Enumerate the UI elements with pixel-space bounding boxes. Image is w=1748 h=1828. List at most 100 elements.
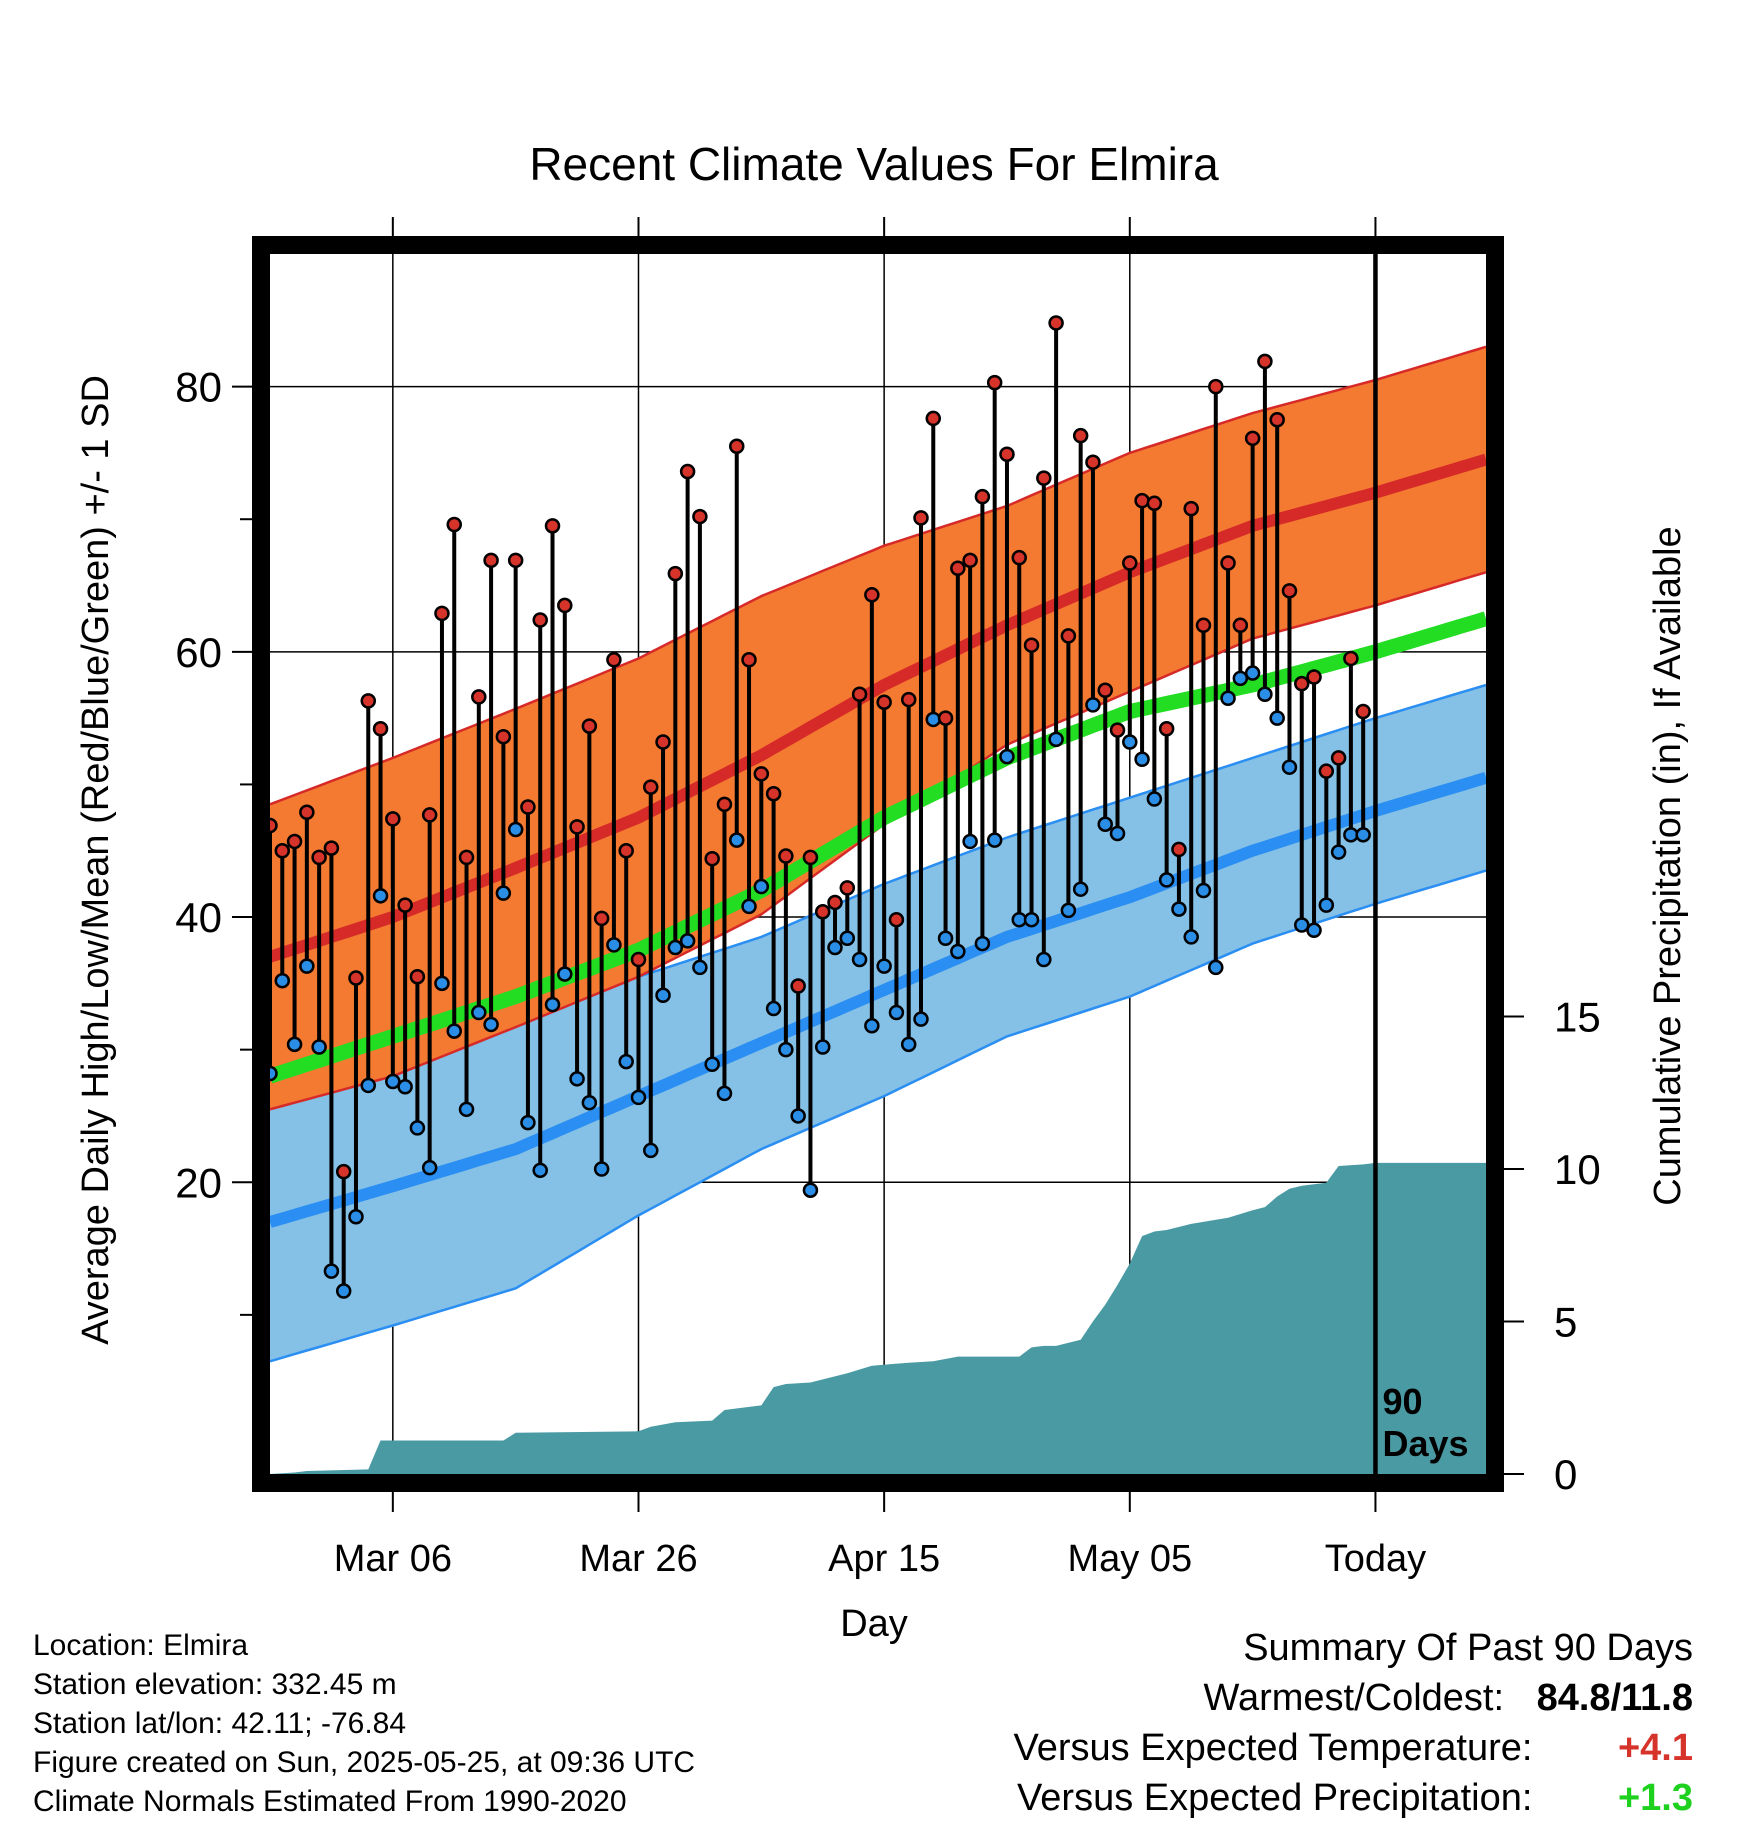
today-days-word: Days [1382, 1423, 1468, 1464]
daily-high-point [950, 560, 966, 577]
daily-low-point [643, 1142, 659, 1159]
daily-high-point [728, 438, 745, 455]
daily-low-point [323, 1263, 340, 1279]
daily-low-point [728, 832, 745, 848]
daily-high-point [1281, 583, 1298, 599]
daily-low-point [1048, 731, 1064, 748]
daily-low-point [986, 832, 1003, 848]
daily-high-point [1343, 650, 1359, 667]
daily-low-point [814, 1039, 831, 1055]
x-tick-label: Apr 15 [828, 1538, 940, 1580]
daily-low-point [360, 1077, 377, 1094]
daily-low-point [704, 1056, 720, 1072]
daily-low-point [1257, 686, 1273, 703]
daily-low-point [716, 1085, 733, 1102]
daily-low-point [299, 958, 315, 974]
daily-high-point [1183, 500, 1199, 517]
daily-low-point [557, 966, 573, 982]
daily-high-point [1158, 720, 1175, 737]
daily-high-point [606, 652, 622, 668]
daily-low-point [446, 1023, 462, 1039]
daily-low-point [937, 930, 954, 947]
daily-low-point [741, 898, 757, 915]
daily-high-point [593, 910, 610, 927]
daily-low-point [839, 930, 856, 947]
daily-high-point [876, 694, 892, 710]
daily-low-point [593, 1161, 610, 1177]
daily-low-point [999, 748, 1015, 765]
daily-low-point [765, 1000, 782, 1017]
daily-high-point [520, 799, 536, 815]
daily-high-point [630, 951, 647, 968]
daily-high-point [753, 766, 770, 782]
daily-high-point [1244, 430, 1261, 447]
daily-low-point [618, 1053, 634, 1070]
daily-high-point [974, 488, 991, 505]
daily-low-point [864, 1018, 880, 1034]
daily-high-point [1023, 637, 1040, 653]
daily-high-point [471, 689, 487, 705]
y-tick-label: 20 [175, 1159, 222, 1206]
daily-high-point [913, 510, 929, 526]
daily-high-point [372, 720, 389, 737]
daily-low-point [753, 878, 770, 895]
daily-low-point [1208, 959, 1224, 976]
daily-low-point [1232, 670, 1249, 687]
today-days-number: 90 [1382, 1381, 1422, 1422]
daily-high-point [1318, 763, 1335, 779]
low-band-lower-edge [269, 869, 1487, 1363]
summary-panel: Summary Of Past 90 Days Warmest/Coldest:… [1014, 1623, 1693, 1823]
daily-low-point [655, 987, 671, 1004]
y-axis-label: Average Daily High/Low/Mean (Red/Blue/Gr… [75, 375, 117, 1345]
info-created: Figure created on Sun, 2025-05-25, at 09… [33, 1746, 696, 1779]
daily-low-point [1269, 710, 1285, 726]
daily-low-point [913, 1011, 929, 1027]
daily-low-point [458, 1101, 475, 1118]
high-band-upper-edge [269, 345, 1487, 806]
daily-high-point [667, 565, 684, 582]
daily-low-point [1023, 911, 1040, 928]
warmest-coldest-label: Warmest/Coldest: [1203, 1677, 1505, 1719]
daily-low-point [471, 1004, 487, 1021]
y2-axis-label: Cumulative Precipitation (in), If Availa… [1647, 526, 1689, 1205]
daily-high-point [360, 693, 377, 709]
daily-low-point [286, 1036, 303, 1053]
x-tick-label: Mar 26 [579, 1538, 697, 1580]
daily-high-point [839, 880, 856, 896]
daily-high-point [1134, 492, 1150, 509]
daily-low-point [802, 1182, 819, 1198]
info-normals: Climate Normals Estimated From 1990-2020 [33, 1785, 627, 1818]
daily-low-point [1072, 881, 1089, 897]
precipitation-area [270, 1162, 1486, 1474]
daily-low-point [1281, 759, 1298, 775]
daily-high-point [1330, 750, 1347, 766]
daily-high-point [446, 516, 462, 533]
daily-low-point [483, 1016, 499, 1033]
daily-low-point [900, 1036, 917, 1053]
station-info: Location: Elmira Station elevation: 332.… [33, 1626, 695, 1821]
y2-tick-label: 5 [1554, 1299, 1577, 1346]
y2-tick-label: 10 [1554, 1146, 1601, 1193]
daily-low-point [974, 935, 991, 952]
daily-low-point [520, 1114, 536, 1131]
daily-high-point [385, 811, 401, 827]
axes: Mar 06 Mar 26 Apr 15 May 05 Today 20 40 60 80 0 5 1… [175, 217, 1601, 1580]
daily-low-point [507, 821, 524, 838]
daily-high-point [692, 508, 708, 525]
summary-precipitation: Versus Expected Precipitation: +1.3 [1014, 1773, 1693, 1823]
daily-low-point [1171, 901, 1187, 917]
daily-high-point [1011, 549, 1028, 566]
daily-high-point [483, 552, 499, 569]
daily-low-point [1330, 844, 1347, 860]
daily-high-point [409, 968, 426, 985]
daily-high-point [1097, 682, 1113, 699]
daily-high-point [1048, 315, 1064, 331]
daily-high-point [765, 785, 782, 802]
daily-low-point [274, 972, 291, 989]
precip-value: +1.3 [1617, 1777, 1693, 1819]
daily-low-point [1306, 922, 1322, 939]
daily-low-point [851, 951, 868, 968]
daily-high-point [1257, 353, 1273, 370]
daily-low-point [1318, 897, 1335, 913]
daily-low-point [827, 939, 843, 956]
